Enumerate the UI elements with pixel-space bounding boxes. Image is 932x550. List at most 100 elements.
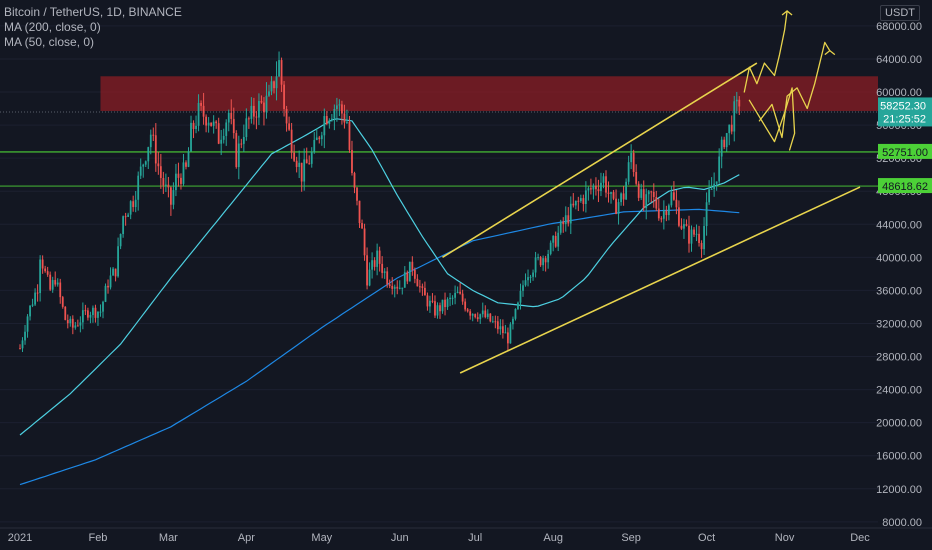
candle-body bbox=[39, 259, 42, 294]
candle-body bbox=[46, 271, 49, 275]
candle-body bbox=[610, 192, 612, 194]
candle-body bbox=[280, 60, 283, 85]
candle-body bbox=[147, 147, 150, 162]
y-tick-label: 24000.00 bbox=[876, 385, 922, 397]
candle-body bbox=[708, 189, 711, 203]
candle-body bbox=[612, 192, 615, 199]
candle-body bbox=[341, 104, 343, 114]
candle-body bbox=[137, 175, 140, 200]
candle-body bbox=[202, 105, 205, 117]
candle-body bbox=[718, 156, 721, 182]
candle-body bbox=[408, 261, 411, 282]
x-tick-label: Aug bbox=[543, 532, 563, 544]
candle-body bbox=[562, 221, 565, 225]
candle-body bbox=[444, 299, 446, 308]
candle-body bbox=[318, 137, 321, 140]
candle-body bbox=[240, 143, 243, 145]
candle-body bbox=[180, 177, 182, 184]
candle-body bbox=[376, 250, 379, 267]
candle-body bbox=[547, 253, 550, 263]
candle-body bbox=[537, 257, 539, 259]
candle-body bbox=[119, 233, 122, 247]
candle-body bbox=[79, 322, 82, 326]
candle-body bbox=[94, 307, 97, 318]
projection-arrow bbox=[743, 10, 788, 93]
candle-body bbox=[529, 276, 532, 278]
candle-body bbox=[225, 122, 228, 136]
candle-body bbox=[552, 235, 555, 243]
candle-body bbox=[227, 112, 230, 123]
candle-body bbox=[182, 162, 185, 184]
candle-body bbox=[104, 285, 107, 302]
candle-body bbox=[710, 188, 713, 190]
candle-body bbox=[436, 305, 439, 316]
candle-body bbox=[237, 143, 240, 168]
candle-body bbox=[725, 133, 728, 148]
y-tick-label: 12000.00 bbox=[876, 484, 922, 496]
candle-body bbox=[215, 121, 218, 124]
candle-body bbox=[167, 184, 170, 188]
candle-body bbox=[632, 153, 635, 172]
y-tick-label: 28000.00 bbox=[876, 352, 922, 364]
candle-body bbox=[222, 135, 225, 140]
candle-body bbox=[635, 171, 638, 184]
candle-body bbox=[695, 233, 698, 235]
axis-unit-label[interactable]: USDT bbox=[880, 5, 920, 21]
candle-body bbox=[320, 135, 323, 140]
candle-body bbox=[185, 162, 187, 167]
arrowhead bbox=[824, 49, 836, 56]
candle-body bbox=[605, 176, 607, 193]
candle-body bbox=[539, 257, 542, 266]
candle-body bbox=[667, 205, 670, 216]
candle-body bbox=[31, 304, 34, 306]
candle-body bbox=[522, 285, 524, 291]
candle-body bbox=[504, 332, 507, 334]
candle-body bbox=[617, 202, 620, 214]
candle-body bbox=[678, 207, 680, 226]
price-tag-countdown: 21:25:52 bbox=[883, 113, 926, 125]
candle-body bbox=[424, 287, 426, 296]
candle-body bbox=[413, 269, 416, 279]
candle-body bbox=[210, 122, 213, 126]
candle-body bbox=[99, 311, 102, 313]
candle-body bbox=[735, 99, 738, 102]
candle-body bbox=[112, 268, 114, 276]
candle-body bbox=[542, 258, 545, 266]
candle-body bbox=[205, 116, 208, 126]
candle-body bbox=[700, 242, 703, 250]
candle-body bbox=[81, 310, 84, 323]
candle-body bbox=[584, 190, 587, 205]
candle-body bbox=[554, 235, 557, 247]
candle-body bbox=[484, 310, 487, 318]
candle-body bbox=[577, 200, 580, 202]
candle-body bbox=[439, 305, 441, 312]
candle-body bbox=[557, 232, 560, 247]
candle-body bbox=[351, 149, 353, 174]
candle-body bbox=[486, 313, 489, 318]
candle-body bbox=[124, 216, 127, 218]
y-tick-label: 16000.00 bbox=[876, 451, 922, 463]
x-tick-label: Nov bbox=[775, 532, 795, 544]
candle-body bbox=[49, 274, 52, 290]
candle-body bbox=[720, 139, 723, 157]
candle-body bbox=[74, 325, 77, 328]
candle-body bbox=[207, 122, 210, 126]
candle-body bbox=[512, 318, 514, 325]
x-tick-label: Jul bbox=[468, 532, 482, 544]
candle-body bbox=[278, 60, 280, 77]
candle-body bbox=[396, 286, 399, 289]
candle-body bbox=[59, 282, 62, 298]
candle-body bbox=[738, 99, 741, 107]
candle-body bbox=[675, 199, 678, 208]
candle-body bbox=[366, 255, 368, 286]
candle-body bbox=[310, 151, 313, 164]
candle-body bbox=[652, 191, 655, 198]
candle-body bbox=[149, 134, 152, 148]
candle-body bbox=[64, 306, 67, 320]
candle-body bbox=[361, 223, 363, 229]
candle-body bbox=[300, 162, 303, 182]
candle-body bbox=[56, 282, 59, 285]
candle-body bbox=[733, 101, 736, 132]
candle-body bbox=[398, 287, 401, 289]
